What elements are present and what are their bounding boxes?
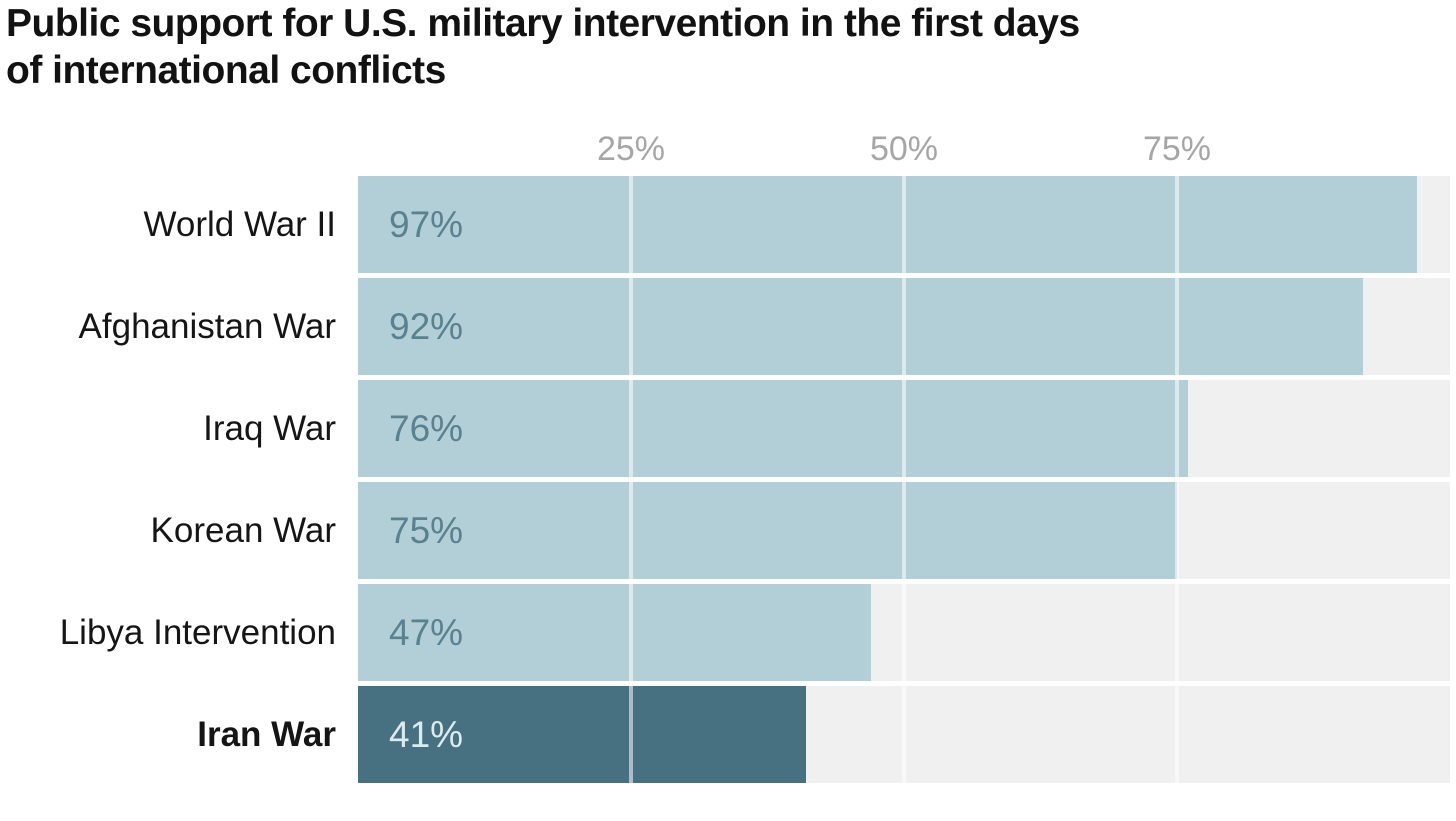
value-label: 92% <box>389 305 464 347</box>
bar-track: 41% <box>358 686 1450 783</box>
bar: 41% <box>358 686 806 783</box>
bar-row: Iran War 41% <box>0 686 1450 783</box>
bar-track: 75% <box>358 482 1450 579</box>
chart-title-line1: Public support for U.S. military interve… <box>6 2 1080 45</box>
x-axis-tick-label: 25% <box>596 130 666 168</box>
bar: 97% <box>358 176 1418 273</box>
category-label: Iran War <box>197 714 336 754</box>
bar-row: Afghanistan War 92% <box>0 278 1450 375</box>
bar-chart-rows: World War II 97% Afghanistan War 92% Iraq Wa… <box>0 176 1450 783</box>
category-label: World War II <box>143 204 336 244</box>
category-label: Afghanistan War <box>78 306 336 346</box>
bar: 76% <box>358 380 1188 477</box>
category-label: Korean War <box>150 510 336 550</box>
bar-track: 47% <box>358 584 1450 681</box>
bar: 47% <box>358 584 872 681</box>
chart-title: Public support for U.S. military interve… <box>6 0 1080 94</box>
bar-row: Libya Intervention 47% <box>0 584 1450 681</box>
value-label: 75% <box>389 509 464 551</box>
bar: 75% <box>358 482 1177 579</box>
bar: 92% <box>358 278 1363 375</box>
bar-row: Iraq War 76% <box>0 380 1450 477</box>
chart-title-line2: of international conflicts <box>6 49 446 92</box>
x-axis-tick-label: 75% <box>1142 130 1212 168</box>
value-label: 76% <box>389 407 464 449</box>
x-axis-tick-label: 50% <box>869 130 939 168</box>
bar-row: Korean War 75% <box>0 482 1450 579</box>
category-label: Iraq War <box>203 408 336 448</box>
x-axis-tick-labels: 25% 50% 75% <box>358 130 1450 172</box>
category-label: Libya Intervention <box>59 612 336 652</box>
value-label: 41% <box>389 713 464 755</box>
bar-track: 76% <box>358 380 1450 477</box>
bar-track: 92% <box>358 278 1450 375</box>
value-label: 47% <box>389 611 464 653</box>
value-label: 97% <box>389 203 464 245</box>
bar-track: 97% <box>358 176 1450 273</box>
bar-row: World War II 97% <box>0 176 1450 273</box>
